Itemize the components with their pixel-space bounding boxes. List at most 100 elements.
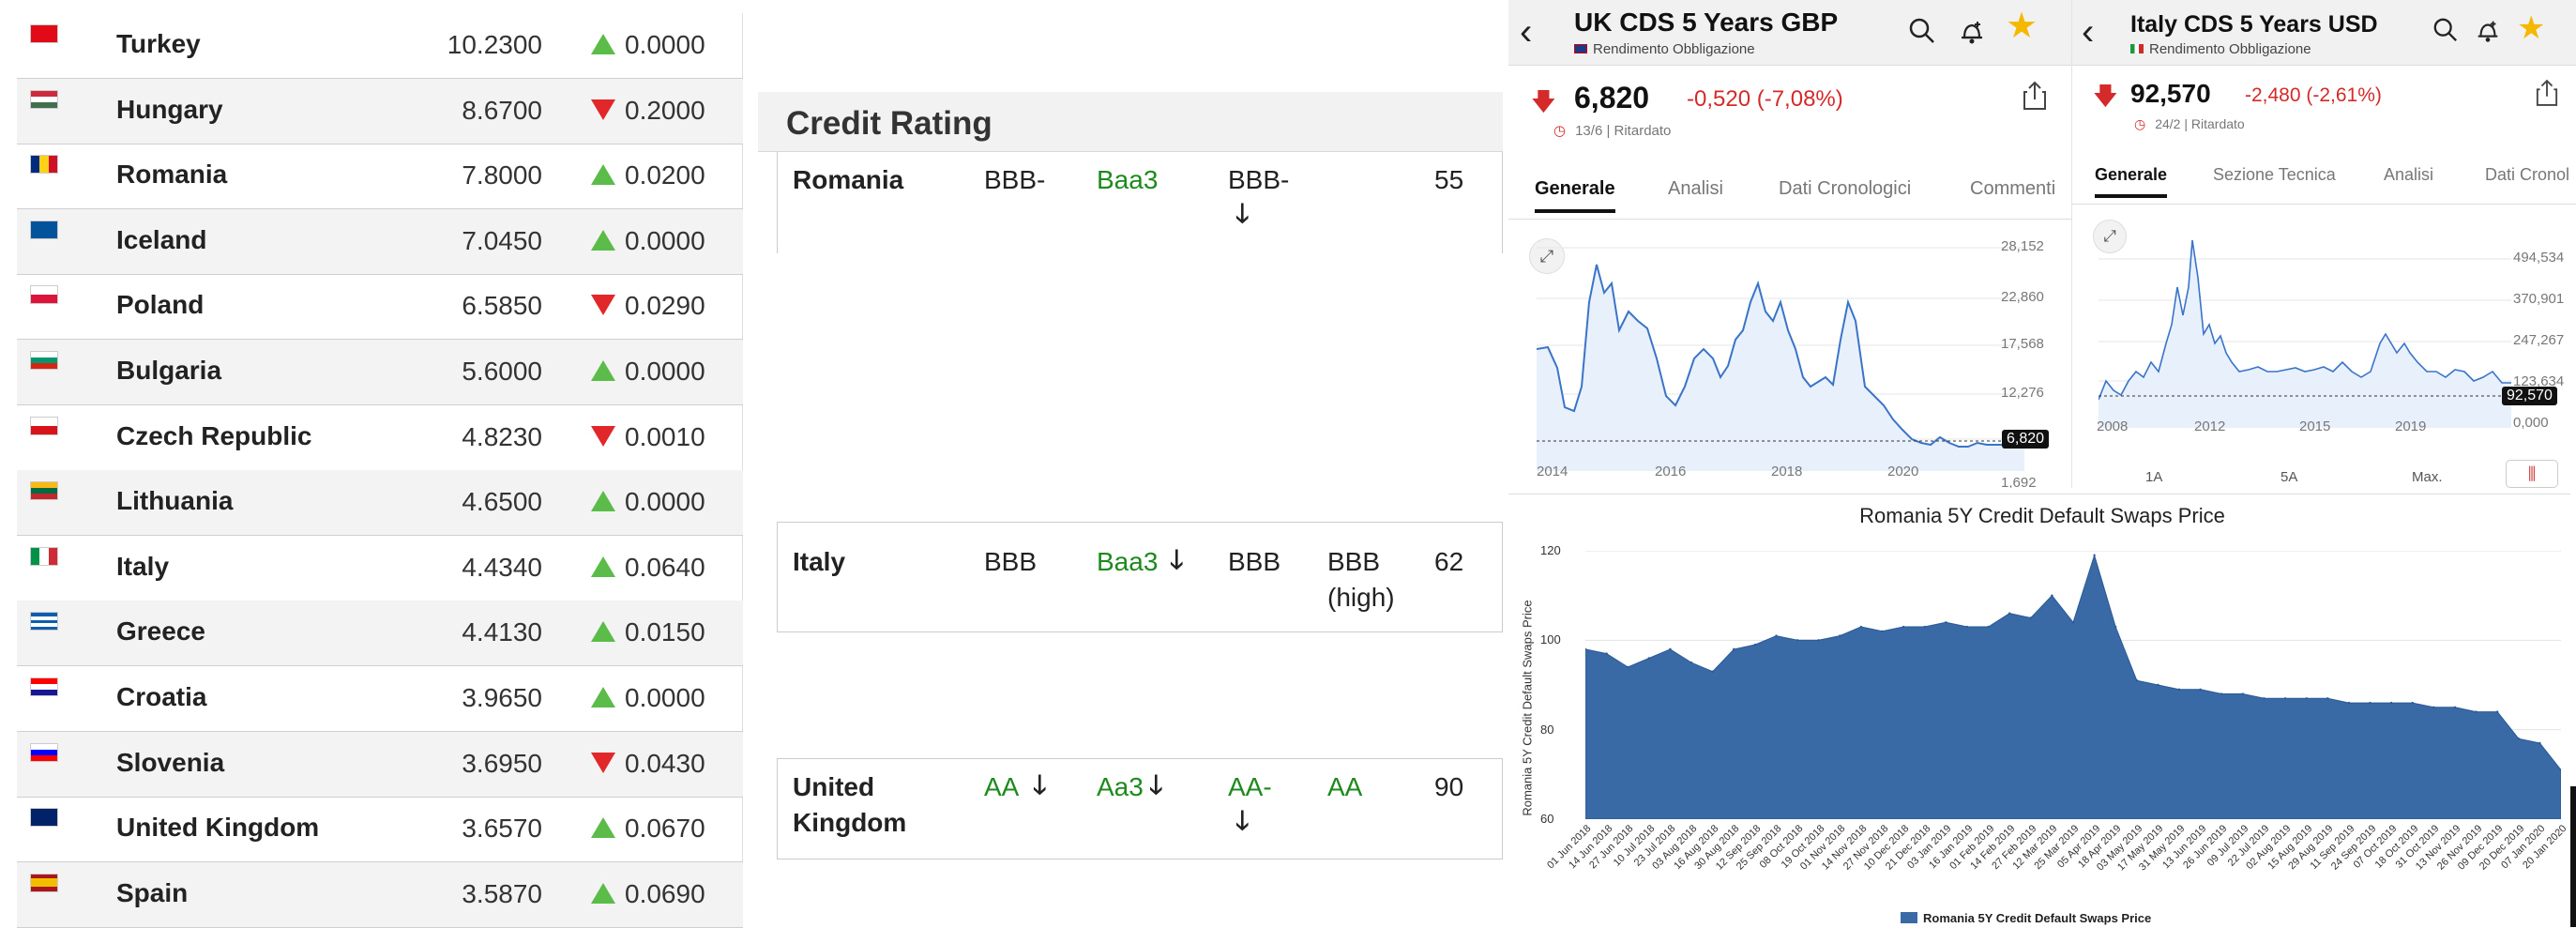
country-name: Italy: [116, 551, 170, 581]
range-button-5a[interactable]: 5A: [2281, 469, 2298, 485]
search-icon[interactable]: [2432, 17, 2459, 48]
arrow-down-icon: 🡓: [1170, 545, 1184, 574]
data-point: [2432, 706, 2435, 709]
data-point: [2157, 683, 2159, 687]
uk-cds-line: [1537, 264, 2024, 448]
search-icon[interactable]: [1908, 17, 1936, 50]
credit-rating-header: Credit Rating: [758, 92, 1503, 152]
star-icon[interactable]: ★: [2006, 7, 2038, 46]
data-point: [2177, 688, 2181, 691]
yield-row[interactable]: Slovenia 3.6950 0.0430: [17, 731, 743, 798]
price-down-arrow-icon: 🡇: [2093, 82, 2118, 110]
tab-commenti[interactable]: Commenti: [1970, 178, 2056, 199]
y-tick: 1,692: [2001, 475, 2037, 488]
yield-row[interactable]: Turkey 10.2300 0.0000: [17, 13, 743, 79]
range-button-max[interactable]: Max.: [2412, 469, 2443, 485]
yield-row[interactable]: Poland 6.5850 0.0290: [17, 274, 743, 341]
data-point: [2263, 697, 2265, 700]
expand-icon[interactable]: ⤢: [1529, 238, 1565, 274]
data-point: [2051, 594, 2053, 597]
data-point: [1987, 625, 1990, 629]
y-tick: 17,568: [2001, 336, 2044, 352]
data-point: [2283, 697, 2287, 700]
range-button-1a[interactable]: 1A: [2145, 469, 2163, 485]
star-icon[interactable]: ★: [2517, 10, 2546, 46]
flag-iceland-icon: [30, 220, 58, 239]
yield-value: 6.5850: [462, 291, 542, 321]
data-point: [2389, 701, 2393, 705]
share-icon[interactable]: [2536, 79, 2558, 112]
tab-analisi[interactable]: Analisi: [2384, 165, 2434, 184]
yield-row[interactable]: Romania 7.8000 0.0200: [17, 144, 743, 210]
bell-plus-icon[interactable]: [1957, 17, 1987, 52]
data-point: [1945, 621, 1947, 624]
back-chevron-icon[interactable]: ‹: [1520, 11, 1533, 53]
yield-row[interactable]: Bulgaria 5.6000 0.0000: [17, 340, 743, 405]
yield-value: 4.8230: [462, 421, 542, 451]
bell-plus-icon[interactable]: [2474, 17, 2502, 50]
yield-row[interactable]: Greece 4.4130 0.0150: [17, 601, 743, 667]
italy-cds-line-chart: [2099, 239, 2511, 428]
yield-change: 0.0150: [625, 617, 705, 647]
tab-generale[interactable]: Generale: [2095, 165, 2168, 198]
yield-row[interactable]: Italy 4.4340 0.0640: [17, 536, 743, 601]
clock-icon: ◷: [2134, 116, 2146, 131]
candlestick-icon[interactable]: ⫼: [2506, 460, 2558, 488]
yield-value: 10.2300: [447, 30, 542, 59]
triangle-up-icon: [591, 555, 615, 577]
yield-row[interactable]: United Kingdom 3.6570 0.0670: [17, 797, 743, 863]
triangle-up-icon: [591, 164, 615, 186]
rating-row-italy: Italy BBB Baa3 🡓 BBB BBB (high) 62: [777, 522, 1503, 632]
flag-spain-icon: [30, 873, 58, 892]
back-chevron-icon[interactable]: ‹: [2082, 11, 2095, 53]
yield-row[interactable]: Hungary 8.6700 0.2000: [17, 78, 743, 145]
country-name: Lithuania: [116, 486, 234, 516]
scrollbar[interactable]: [2570, 786, 2576, 927]
data-point: [1923, 625, 1926, 629]
yield-row[interactable]: Lithuania 4.6500 0.0000: [17, 470, 743, 537]
price: 92,570: [2130, 79, 2211, 108]
rating-score: 90: [1434, 772, 1464, 801]
price-change: -0,520 (-7,08%): [1687, 86, 1843, 112]
data-point: [2241, 692, 2245, 695]
tab-sezione-tecnica[interactable]: Sezione Tecnica: [2213, 165, 2336, 184]
yield-row[interactable]: Czech Republic 4.8230 0.0010: [17, 405, 743, 471]
country-name: Turkey: [116, 29, 201, 58]
tab-analisi[interactable]: Analisi: [1668, 178, 1723, 199]
chart-title: Romania 5Y Credit Default Swaps Price: [1859, 504, 2225, 527]
yield-row[interactable]: Croatia 3.9650 0.0000: [17, 666, 743, 732]
yield-change: 0.0010: [625, 421, 705, 451]
y-tick: 60: [1540, 812, 1554, 826]
data-point: [2495, 710, 2499, 713]
yield-change: 0.2000: [625, 95, 705, 125]
tab-generale[interactable]: Generale: [1535, 178, 1615, 213]
y-tick: 247,267: [2513, 332, 2565, 348]
flag-bulgaria-icon: [30, 351, 58, 370]
flag-romania-icon: [30, 155, 58, 175]
yield-value: 4.4340: [462, 552, 542, 582]
arrow-down-icon: 🡓: [1033, 770, 1047, 799]
rating-row-romania: Romania BBB- Baa3 BBB- 🡓 55: [777, 152, 1503, 253]
triangle-up-icon: [591, 34, 615, 54]
country-name: Greece: [116, 616, 205, 647]
yield-value: 4.4130: [462, 617, 542, 647]
tab-dati-cronologici[interactable]: Dati Cronol: [2485, 165, 2570, 184]
x-tick: 2014: [1537, 464, 1568, 479]
y-tick: 494,534: [2513, 250, 2565, 266]
expand-icon[interactable]: ⤢: [2093, 220, 2127, 253]
flag-czech-republic-icon: [30, 416, 58, 435]
romania-cds-chart: Romania 5Y Credit Default Swaps Price Ro…: [1508, 494, 2570, 927]
yield-row[interactable]: Iceland 7.0450 0.0000: [17, 208, 743, 275]
yield-row[interactable]: Spain 3.5870 0.0690: [17, 861, 743, 928]
flag-croatia-icon: [30, 677, 58, 696]
yield-value: 8.6700: [462, 95, 542, 125]
uk-cds-panel: ‹ UK CDS 5 Years GBP Rendimento Obbligaz…: [1508, 0, 2071, 488]
share-icon[interactable]: [2023, 81, 2047, 115]
tab-dati-cronologici[interactable]: Dati Cronologici: [1779, 178, 1912, 199]
uk-cds-header: ‹ UK CDS 5 Years GBP Rendimento Obbligaz…: [1508, 0, 2071, 66]
price-meta-text: 13/6 | Ritardato: [1575, 123, 1672, 139]
data-point: [1605, 652, 1608, 655]
data-point: [2220, 692, 2223, 695]
triangle-up-icon: [591, 882, 615, 904]
rating-country: Italy: [793, 547, 846, 576]
